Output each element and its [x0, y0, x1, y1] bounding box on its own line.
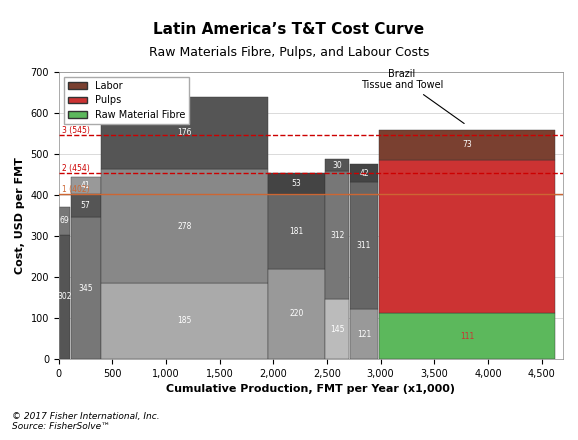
Text: 345: 345 — [78, 284, 93, 293]
Text: 312: 312 — [330, 231, 344, 240]
Bar — [325, 159, 350, 172]
Bar — [379, 130, 555, 160]
Text: 111: 111 — [460, 332, 474, 341]
Bar — [350, 182, 379, 309]
X-axis label: Cumulative Production, FMT per Year (x1,000): Cumulative Production, FMT per Year (x1,… — [166, 384, 455, 394]
Bar — [268, 194, 325, 269]
Y-axis label: Cost, USD per FMT: Cost, USD per FMT — [15, 157, 25, 274]
Text: 181: 181 — [289, 227, 303, 236]
Text: 278: 278 — [177, 221, 191, 231]
Bar — [101, 97, 268, 169]
Text: 57: 57 — [81, 201, 91, 210]
Bar — [268, 269, 325, 359]
Bar — [350, 309, 379, 359]
Bar — [101, 169, 268, 283]
Text: 41: 41 — [81, 181, 90, 190]
Text: 53: 53 — [291, 179, 301, 188]
Bar — [268, 173, 325, 194]
Bar — [325, 172, 350, 300]
Text: 311: 311 — [357, 241, 371, 250]
Text: 220: 220 — [289, 309, 303, 318]
Text: 176: 176 — [177, 128, 191, 137]
Bar — [325, 300, 350, 359]
Bar — [101, 283, 268, 359]
Text: 121: 121 — [357, 330, 371, 339]
Bar — [59, 235, 71, 359]
Text: Latin America’s T&T Cost Curve: Latin America’s T&T Cost Curve — [153, 22, 425, 37]
Text: 42: 42 — [359, 169, 369, 178]
Text: 30: 30 — [332, 161, 342, 170]
Legend: Labor, Pulps, Raw Material Fibre: Labor, Pulps, Raw Material Fibre — [64, 77, 189, 124]
Text: Raw Materials Fibre, Pulps, and Labour Costs: Raw Materials Fibre, Pulps, and Labour C… — [149, 46, 429, 59]
Bar — [71, 177, 101, 194]
Text: 73: 73 — [462, 140, 472, 149]
Bar — [71, 194, 101, 217]
Text: 1 (402): 1 (402) — [62, 185, 90, 194]
Text: 3 (545): 3 (545) — [62, 126, 90, 136]
Bar — [59, 207, 71, 235]
Text: Brazil
Tissue and Towel: Brazil Tissue and Towel — [361, 69, 464, 124]
Bar — [379, 160, 555, 313]
Text: 2 (454): 2 (454) — [62, 164, 90, 172]
Text: 302: 302 — [57, 293, 72, 301]
Bar — [379, 313, 555, 359]
Text: 145: 145 — [330, 325, 344, 334]
Text: 69: 69 — [60, 216, 69, 225]
Bar — [71, 217, 101, 359]
Bar — [350, 165, 379, 182]
Text: © 2017 Fisher International, Inc.
Source: FisherSolve™: © 2017 Fisher International, Inc. Source… — [12, 412, 159, 431]
Text: 185: 185 — [177, 316, 191, 326]
